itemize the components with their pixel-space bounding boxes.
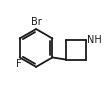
Text: F: F	[16, 59, 22, 69]
Text: Br: Br	[31, 17, 41, 27]
Text: NH: NH	[87, 35, 102, 45]
